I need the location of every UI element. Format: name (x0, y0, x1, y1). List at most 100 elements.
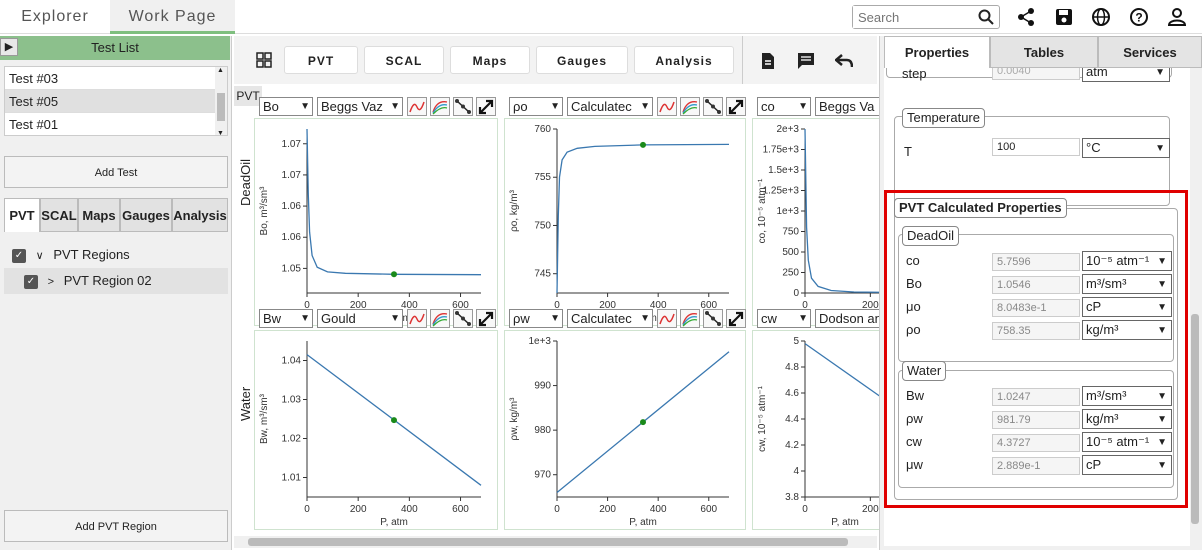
water-unit-select[interactable]: m³/sm³ ▼ (1082, 386, 1172, 406)
temperature-unit-select[interactable]: °C ▼ (1082, 138, 1170, 158)
document-icon[interactable] (760, 52, 776, 70)
deadoil-unit-select[interactable]: 10⁻⁵ atm⁻¹ ▼ (1082, 251, 1172, 271)
x-tick-label: 200 (350, 300, 367, 311)
toolbar-maps-button[interactable]: Maps (450, 46, 530, 74)
chevron-down-icon: ▼ (640, 313, 650, 324)
property-select[interactable]: ρo ▼ (509, 97, 563, 116)
correlation-select[interactable]: Calculatec ▼ (567, 97, 653, 116)
tab-explorer[interactable]: Explorer (21, 8, 89, 25)
search-input[interactable] (853, 6, 973, 28)
undo-icon[interactable] (835, 53, 853, 69)
tab-analysis[interactable]: Analysis (172, 198, 228, 232)
water-unit-select[interactable]: cP ▼ (1082, 455, 1172, 475)
chevron-down-icon: ▼ (1157, 302, 1167, 313)
scatter-line-icon[interactable] (703, 97, 723, 116)
test-item[interactable]: Test #03 (5, 67, 227, 90)
share-icon[interactable] (1016, 6, 1038, 28)
expand-icon[interactable] (726, 309, 746, 328)
tab-work-page[interactable]: Work Page (110, 0, 235, 34)
deadoil-prop-label: Bo (906, 276, 922, 291)
expand-icon[interactable] (726, 97, 746, 116)
correlation-select[interactable]: Beggs Vaz ▼ (317, 97, 403, 116)
checkbox-checked-icon[interactable]: ✓ (24, 274, 38, 289)
multi-curve-icon[interactable] (430, 97, 450, 116)
horizontal-scrollbar[interactable] (234, 536, 877, 548)
correlation-select[interactable]: Calculatec ▼ (567, 309, 653, 328)
expand-icon[interactable] (476, 97, 496, 116)
deadoil-unit-select[interactable]: kg/m³ ▼ (1082, 320, 1172, 340)
expand-icon[interactable] (476, 309, 496, 328)
vertical-scrollbar[interactable] (1190, 68, 1200, 546)
toolbar-pvt-button[interactable]: PVT (284, 46, 358, 74)
property-select[interactable]: ρw ▼ (509, 309, 563, 328)
tab-pvt[interactable]: PVT (4, 198, 40, 232)
property-select[interactable]: Bo ▼ (259, 97, 313, 116)
temperature-value-field[interactable]: 100 (992, 138, 1080, 156)
tree-row-pvt-regions[interactable]: ✓ ∨ PVT Regions (4, 242, 228, 268)
temperature-legend: Temperature (902, 108, 985, 128)
step-value-field[interactable]: 0.0040 (992, 68, 1080, 80)
grid-layout-icon[interactable] (256, 52, 272, 68)
test-item[interactable]: Test #01 (5, 113, 227, 135)
curve-style-icon[interactable] (657, 97, 677, 116)
chevron-down-icon[interactable]: ∨ (35, 250, 44, 262)
search-box[interactable] (852, 5, 1000, 29)
checkbox-checked-icon[interactable]: ✓ (12, 248, 26, 263)
tab-services[interactable]: Services (1098, 36, 1202, 68)
tab-properties[interactable]: Properties (884, 36, 990, 68)
water-prop-value: 4.3727 (992, 434, 1080, 452)
y-tick-label: 4.4 (785, 414, 799, 425)
x-tick-label: 200 (862, 300, 879, 311)
deadoil-unit-select[interactable]: cP ▼ (1082, 297, 1172, 317)
select-label: Calculatec (571, 311, 632, 326)
water-unit-select[interactable]: 10⁻⁵ atm⁻¹ ▼ (1082, 432, 1172, 452)
user-icon[interactable] (1166, 6, 1188, 28)
center-toolbar: PVT SCAL Maps Gauges Analysis (234, 36, 877, 84)
water-prop-label: cw (906, 434, 922, 449)
collapse-toggle-icon[interactable]: ▶ (0, 38, 18, 56)
tab-maps[interactable]: Maps (78, 198, 120, 232)
comment-icon[interactable] (797, 52, 815, 70)
toolbar-gauges-button[interactable]: Gauges (536, 46, 628, 74)
scatter-line-icon[interactable] (453, 97, 473, 116)
curve-style-icon[interactable] (657, 309, 677, 328)
curve-style-icon[interactable] (407, 309, 427, 328)
chevron-right-icon[interactable]: > (47, 276, 55, 288)
scatter-line-icon[interactable] (703, 309, 723, 328)
multi-curve-icon[interactable] (680, 97, 700, 116)
correlation-select[interactable]: Gould ▼ (317, 309, 403, 328)
property-select[interactable]: co ▼ (757, 97, 811, 116)
multi-curve-icon[interactable] (430, 309, 450, 328)
property-select[interactable]: Bw ▼ (259, 309, 313, 328)
tab-scal[interactable]: SCAL (40, 198, 78, 232)
water-legend: Water (902, 361, 947, 381)
y-tick-label: 4.2 (785, 440, 799, 451)
tab-gauges[interactable]: Gauges (120, 198, 172, 232)
test-list-scrollbar[interactable]: ▲ ▼ (215, 67, 227, 135)
toolbar-scal-button[interactable]: SCAL (364, 46, 444, 74)
add-pvt-region-button[interactable]: Add PVT Region (4, 510, 228, 542)
property-select[interactable]: cw ▼ (757, 309, 811, 328)
help-icon[interactable]: ? (1128, 6, 1150, 28)
unit-label: atm (1086, 68, 1108, 79)
toolbar-analysis-button[interactable]: Analysis (634, 46, 734, 74)
tab-tables[interactable]: Tables (990, 36, 1098, 68)
y-tick-label: 500 (782, 247, 799, 258)
step-unit-select[interactable]: atm ▼ (1082, 68, 1170, 82)
multi-curve-icon[interactable] (680, 309, 700, 328)
add-test-button[interactable]: Add Test (4, 156, 228, 188)
scatter-line-icon[interactable] (453, 309, 473, 328)
chevron-down-icon: ▼ (300, 101, 310, 112)
test-item[interactable]: Test #05 (5, 90, 227, 113)
curve-style-icon[interactable] (407, 97, 427, 116)
save-icon[interactable] (1053, 6, 1075, 28)
water-unit-select[interactable]: kg/m³ ▼ (1082, 409, 1172, 429)
globe-icon[interactable] (1090, 6, 1112, 28)
row-label-water: Water (234, 386, 254, 426)
search-icon[interactable] (978, 9, 994, 25)
y-tick-label: 1.07 (282, 170, 302, 181)
water-fieldset (898, 370, 1174, 488)
tree-row-pvt-region-02[interactable]: ✓ > PVT Region 02 (4, 268, 228, 294)
y-tick-label: 250 (782, 268, 799, 279)
deadoil-unit-select[interactable]: m³/sm³ ▼ (1082, 274, 1172, 294)
